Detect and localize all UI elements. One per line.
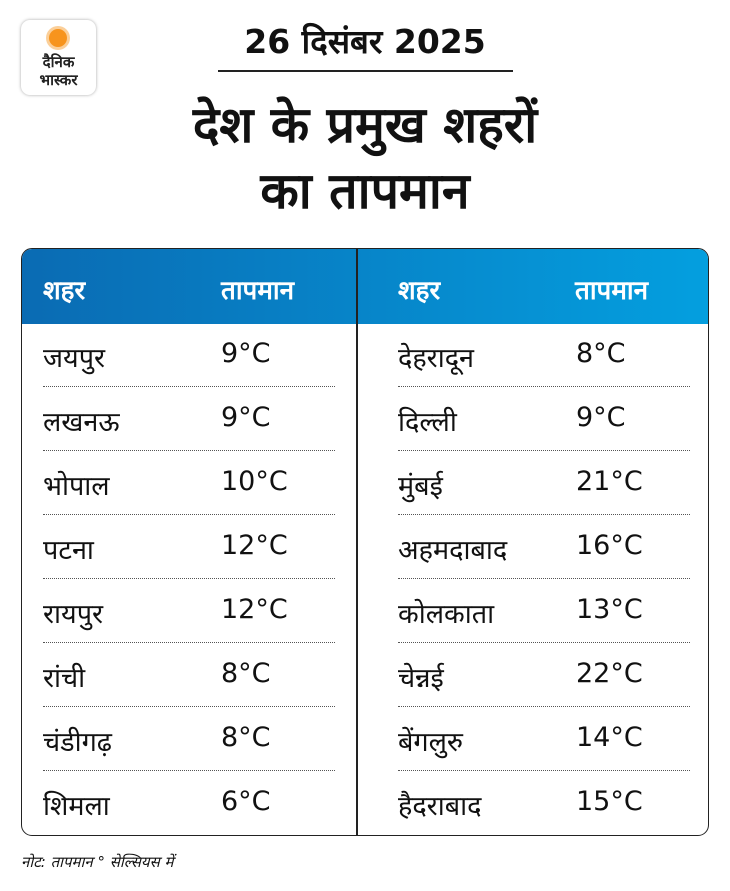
- row-separator: [43, 450, 335, 451]
- header-city-right: शहर: [398, 276, 441, 306]
- row-separator: [43, 642, 335, 643]
- city-name: जयपुर: [43, 343, 106, 374]
- city-name: रांची: [43, 663, 86, 694]
- table-row: कोलकाता 13°C: [358, 580, 692, 644]
- row-separator: [398, 770, 690, 771]
- row-separator: [398, 706, 690, 707]
- table-row: शिमला 6°C: [22, 772, 356, 835]
- row-separator: [43, 706, 335, 707]
- table-row: भोपाल 10°C: [22, 452, 356, 516]
- row-separator: [398, 386, 690, 387]
- city-name: पटना: [43, 535, 94, 566]
- row-separator: [398, 450, 690, 451]
- table-row: चेन्नई 22°C: [358, 644, 692, 708]
- city-name: कोलकाता: [398, 599, 495, 630]
- logo-line1: दैनिक: [42, 53, 75, 71]
- temperature-table: शहर तापमान शहर तापमान जयपुर 9°C लखनऊ 9°C भोप…: [21, 248, 709, 836]
- table-row: दिल्ली 9°C: [358, 388, 692, 452]
- temperature-value: 6°C: [221, 786, 271, 817]
- city-name: दिल्ली: [398, 407, 457, 438]
- divider: [218, 70, 513, 72]
- city-name: अहमदाबाद: [398, 535, 508, 566]
- temperature-value: 8°C: [221, 658, 271, 689]
- city-name: चंडीगढ़: [43, 727, 112, 758]
- city-name: शिमला: [43, 791, 110, 822]
- table-row: हैदराबाद 15°C: [358, 772, 692, 835]
- title-line2: का तापमान: [260, 162, 470, 220]
- temperature-value: 16°C: [576, 530, 643, 561]
- city-name: मुंबई: [398, 471, 443, 502]
- row-separator: [43, 578, 335, 579]
- city-name: लखनऊ: [43, 407, 120, 438]
- sun-icon: [49, 29, 67, 47]
- temperature-value: 13°C: [576, 594, 643, 625]
- temperature-value: 14°C: [576, 722, 643, 753]
- temperature-value: 21°C: [576, 466, 643, 497]
- table-row: बेंगलुरु 14°C: [358, 708, 692, 772]
- date-heading: 26 दिसंबर 2025: [244, 22, 486, 61]
- row-separator: [398, 642, 690, 643]
- column-divider: [356, 249, 358, 835]
- temperature-value: 12°C: [221, 530, 288, 561]
- page-title: देश के प्रमुख शहरों का तापमान: [0, 92, 730, 224]
- table-row: चंडीगढ़ 8°C: [22, 708, 356, 772]
- row-separator: [398, 514, 690, 515]
- table-row: लखनऊ 9°C: [22, 388, 356, 452]
- temperature-value: 10°C: [221, 466, 288, 497]
- footnote: नोट: तापमान ° सेल्सियस में: [21, 853, 174, 871]
- dainik-bhaskar-logo: दैनिक भास्कर: [21, 20, 96, 95]
- header-temp-left: तापमान: [221, 276, 295, 306]
- city-name: चेन्नई: [398, 663, 444, 694]
- city-name: रायपुर: [43, 599, 104, 630]
- row-separator: [398, 578, 690, 579]
- row-separator: [43, 770, 335, 771]
- temperature-value: 9°C: [576, 402, 626, 433]
- header-city-left: शहर: [43, 276, 86, 306]
- logo-line2: भास्कर: [39, 71, 78, 89]
- city-name: बेंगलुरु: [398, 727, 464, 758]
- table-row: रांची 8°C: [22, 644, 356, 708]
- table-row: रायपुर 12°C: [22, 580, 356, 644]
- temperature-value: 8°C: [221, 722, 271, 753]
- temperature-value: 9°C: [221, 402, 271, 433]
- city-name: देहरादून: [398, 343, 475, 374]
- row-separator: [43, 386, 335, 387]
- temperature-value: 8°C: [576, 338, 626, 369]
- table-row: अहमदाबाद 16°C: [358, 516, 692, 580]
- temperature-value: 9°C: [221, 338, 271, 369]
- title-line1: देश के प्रमुख शहरों: [192, 96, 538, 154]
- temperature-value: 15°C: [576, 786, 643, 817]
- header-temp-right: तापमान: [575, 276, 649, 306]
- table-row: पटना 12°C: [22, 516, 356, 580]
- table-row: जयपुर 9°C: [22, 324, 356, 388]
- temperature-value: 12°C: [221, 594, 288, 625]
- temperature-value: 22°C: [576, 658, 643, 689]
- table-header: शहर तापमान शहर तापमान: [22, 249, 708, 324]
- city-name: हैदराबाद: [398, 791, 482, 822]
- table-row: देहरादून 8°C: [358, 324, 692, 388]
- row-separator: [43, 514, 335, 515]
- city-name: भोपाल: [43, 471, 110, 502]
- table-row: मुंबई 21°C: [358, 452, 692, 516]
